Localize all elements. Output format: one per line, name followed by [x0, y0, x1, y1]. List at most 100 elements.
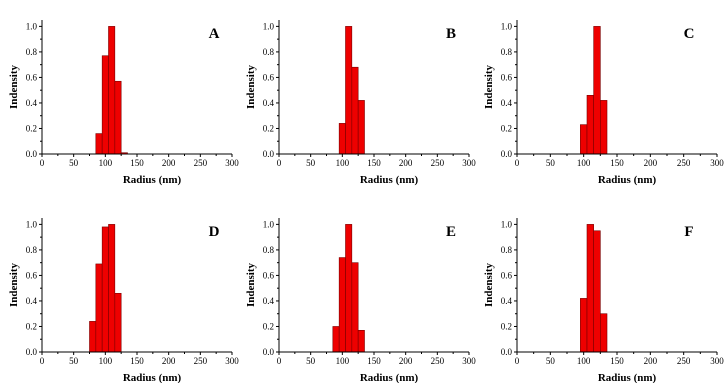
y-tick-label: 0.6 [263, 72, 275, 82]
x-tick-label: 0 [277, 158, 282, 168]
chart-panel-f: 0 50 100 150 200 250 300 0.0 0.2 0.4 0.6 0.8 1.0 Radi… [483, 218, 724, 383]
y-tick-label: 0.0 [263, 149, 275, 159]
x-tick-label: 100 [336, 356, 350, 366]
panel-label: F [684, 224, 693, 240]
y-axis-title: Indensity [483, 64, 495, 109]
histogram-bar [593, 230, 601, 353]
histogram-bar [101, 226, 109, 353]
x-tick-label: 250 [677, 356, 691, 366]
x-tick-label: 300 [225, 356, 239, 366]
y-tick-label: 1.0 [501, 219, 513, 229]
y-tick-label: 0.4 [26, 98, 38, 108]
y-tick-label: 0.0 [26, 347, 38, 357]
x-tick-label: 0 [40, 356, 45, 366]
y-tick-label: 0.6 [26, 270, 38, 280]
y-tick-label: 0.8 [263, 245, 275, 255]
x-tick-label: 200 [399, 158, 413, 168]
panel-grid: 0 50 100 150 200 250 300 0.0 0.2 0.4 0.6 0.8 1.0 Radi… [8, 20, 724, 383]
histogram-bar [101, 55, 109, 155]
histogram-bar [114, 80, 122, 155]
y-tick-label: 0.6 [26, 72, 38, 82]
histogram-bar [338, 257, 346, 353]
panel-label: E [446, 224, 456, 240]
histogram-bar [357, 330, 365, 353]
y-tick-label: 1.0 [263, 21, 275, 31]
histogram-bar [600, 100, 608, 155]
x-tick-label: 100 [99, 356, 113, 366]
y-axis-title: Indensity [8, 64, 20, 109]
y-tick-label: 0.6 [501, 72, 513, 82]
histogram-bar [108, 26, 116, 155]
histogram-bar [108, 224, 116, 353]
x-axis-title: Radius (nm) [598, 174, 657, 186]
y-tick-label: 0.8 [501, 245, 513, 255]
x-tick-label: 250 [677, 158, 691, 168]
x-tick-label: 100 [577, 356, 591, 366]
x-tick-label: 100 [99, 158, 113, 168]
x-tick-label: 50 [306, 356, 316, 366]
x-axis-title: Radius (nm) [360, 174, 419, 186]
y-tick-label: 0.0 [501, 347, 513, 357]
y-axis-title: Indensity [245, 64, 257, 109]
x-axis-title: Radius (nm) [123, 174, 182, 186]
histogram-bar [580, 124, 588, 155]
y-tick-label: 0.2 [501, 321, 512, 331]
histogram-bar [332, 326, 340, 353]
y-tick-label: 0.8 [501, 47, 513, 57]
histogram-bar [345, 224, 353, 353]
histogram-bar [345, 26, 353, 155]
x-tick-label: 50 [69, 356, 79, 366]
y-tick-label: 0.2 [501, 123, 512, 133]
x-tick-label: 300 [462, 356, 476, 366]
histogram-bar [586, 224, 594, 353]
x-tick-label: 250 [194, 158, 208, 168]
x-tick-label: 150 [367, 158, 381, 168]
y-tick-label: 0.2 [26, 123, 37, 133]
x-tick-label: 300 [710, 356, 724, 366]
x-tick-label: 0 [515, 158, 520, 168]
y-tick-label: 0.8 [26, 47, 38, 57]
x-tick-label: 50 [69, 158, 79, 168]
y-axis-title: Indensity [483, 262, 495, 307]
chart-panel-d: 0 50 100 150 200 250 300 0.0 0.2 0.4 0.6 0.8 1.0 Radi… [8, 218, 239, 383]
x-tick-label: 50 [546, 356, 556, 366]
x-tick-label: 0 [515, 356, 520, 366]
histogram-bar [95, 133, 103, 155]
y-tick-label: 0.2 [263, 123, 274, 133]
x-tick-label: 200 [644, 356, 658, 366]
x-tick-label: 150 [367, 356, 381, 366]
y-tick-label: 0.0 [26, 149, 38, 159]
y-tick-label: 0.0 [501, 149, 513, 159]
y-tick-label: 1.0 [26, 21, 38, 31]
x-axis-title: Radius (nm) [598, 372, 657, 383]
x-tick-label: 250 [431, 158, 445, 168]
x-tick-label: 250 [194, 356, 208, 366]
histogram-bar [580, 298, 588, 353]
y-tick-label: 0.2 [26, 321, 37, 331]
y-tick-label: 1.0 [26, 219, 38, 229]
y-axis-title: Indensity [245, 262, 257, 307]
histogram-bar [600, 313, 608, 353]
chart-panel-e: 0 50 100 150 200 250 300 0.0 0.2 0.4 0.6 0.8 1.0 Radi… [245, 218, 476, 383]
y-tick-label: 0.2 [263, 321, 274, 331]
y-tick-label: 0.6 [263, 270, 275, 280]
histogram-bar [357, 100, 365, 155]
x-tick-label: 300 [225, 158, 239, 168]
y-tick-label: 0.4 [263, 98, 275, 108]
x-tick-label: 200 [644, 158, 658, 168]
panel-label: D [209, 224, 220, 240]
y-tick-label: 1.0 [501, 21, 513, 31]
histogram-bar [338, 123, 346, 155]
chart-panel-b: 0 50 100 150 200 250 300 0.0 0.2 0.4 0.6 0.8 1.0 Radi… [245, 20, 476, 186]
x-tick-label: 200 [162, 158, 176, 168]
y-axis-title: Indensity [8, 262, 20, 307]
y-tick-label: 0.4 [26, 296, 38, 306]
x-tick-label: 250 [431, 356, 445, 366]
y-tick-label: 0.8 [26, 245, 38, 255]
y-tick-label: 0.0 [263, 347, 275, 357]
histogram-bar [114, 292, 122, 353]
x-tick-label: 150 [130, 356, 144, 366]
x-tick-label: 50 [306, 158, 316, 168]
panel-label: C [684, 26, 695, 42]
x-tick-label: 200 [162, 356, 176, 366]
